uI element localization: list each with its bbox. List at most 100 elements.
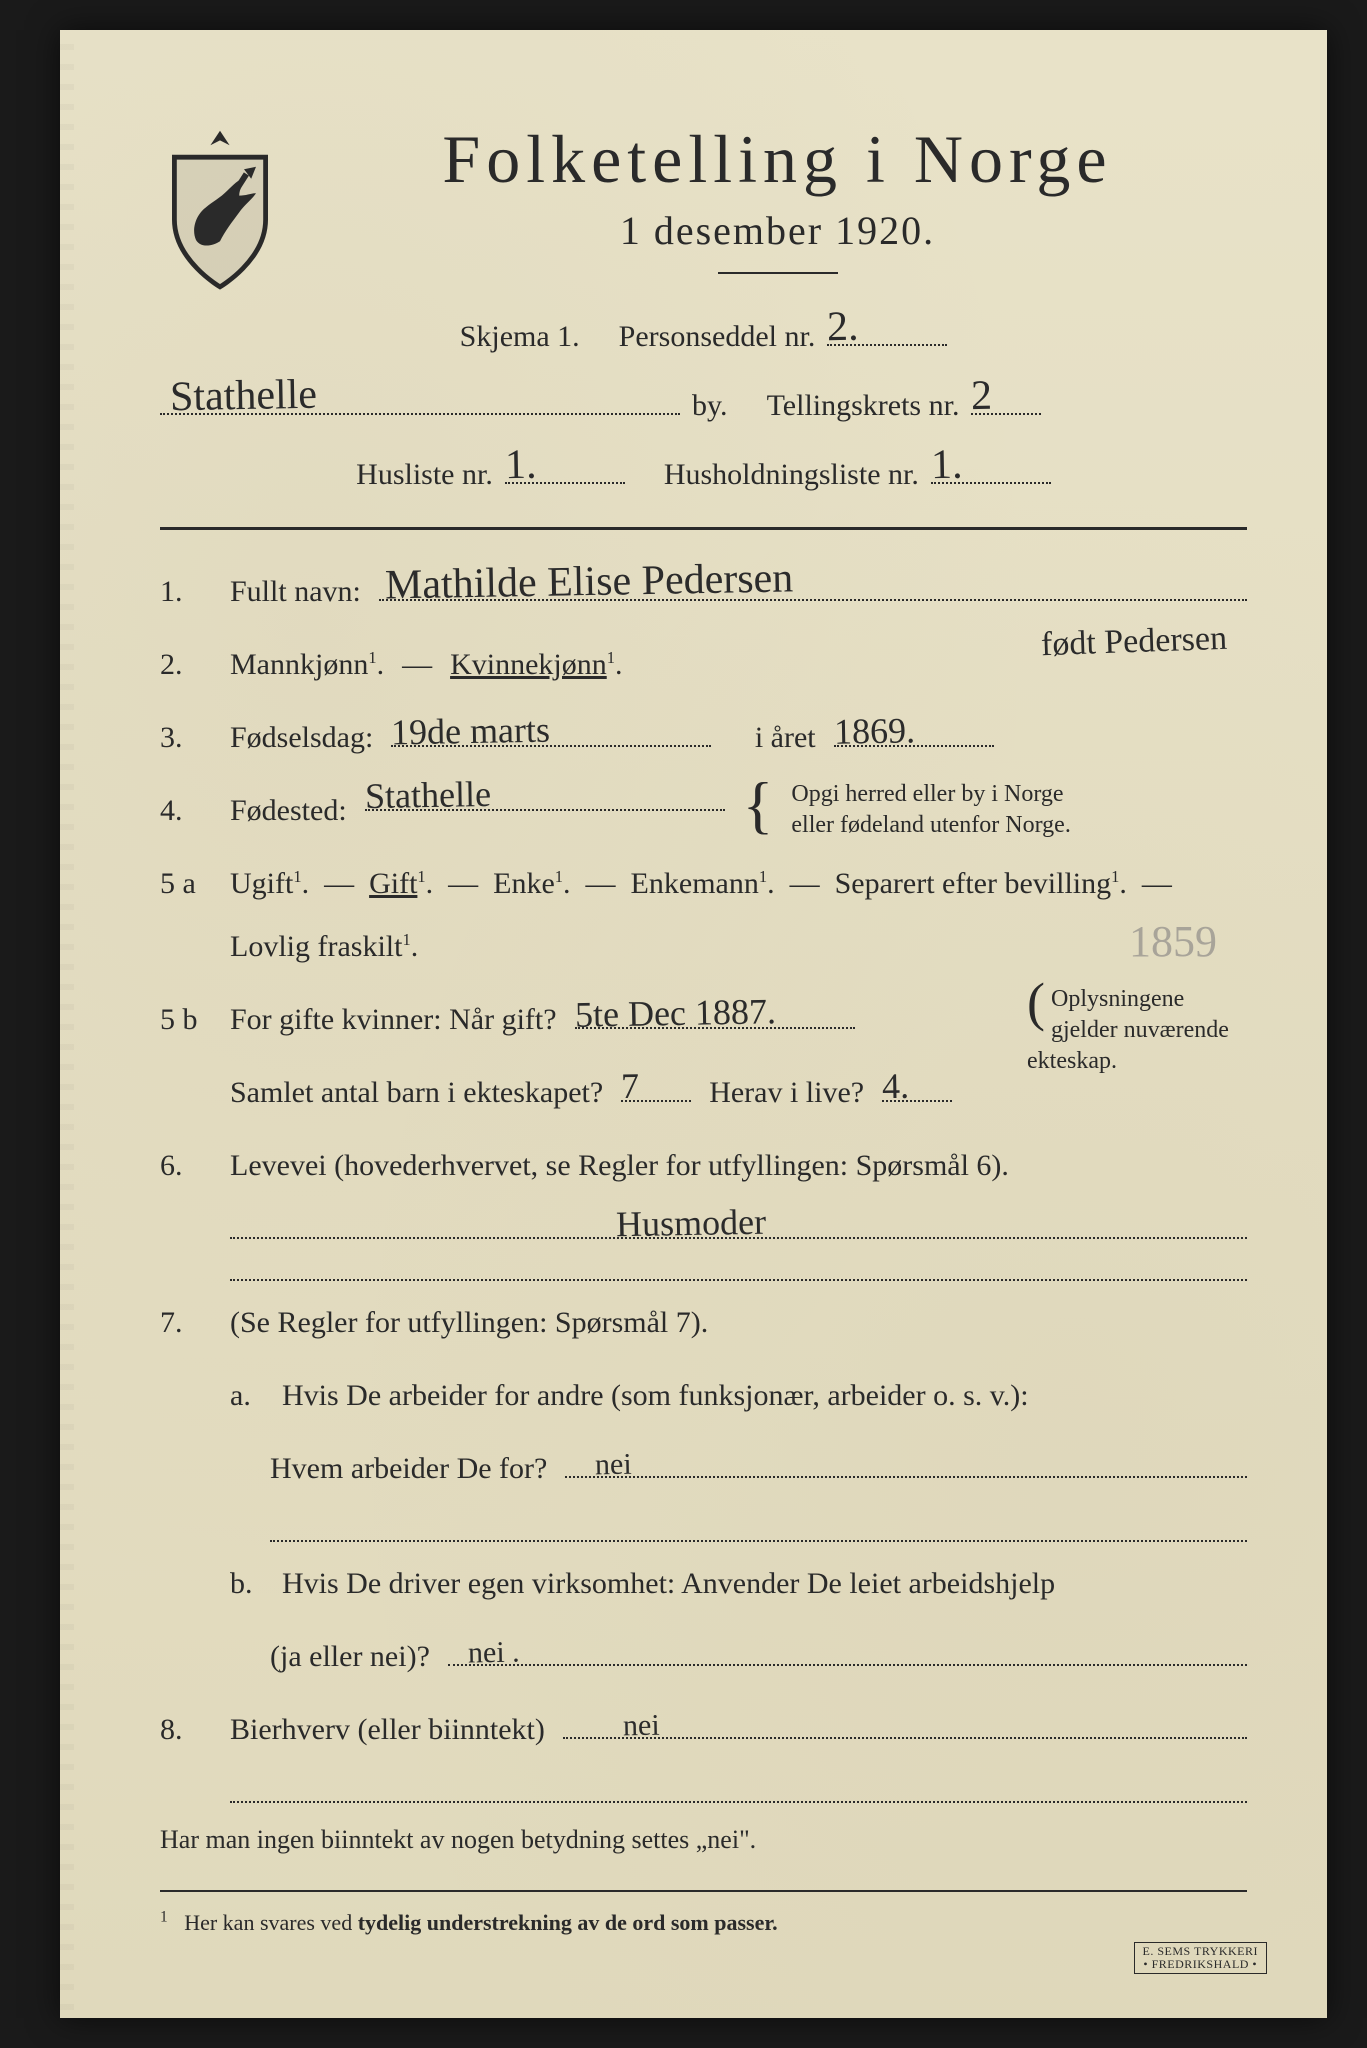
q2-option-kvinne: Kvinnekjønn1. [450, 633, 622, 696]
q7a-value: nei [595, 1450, 632, 1481]
q8-blank [160, 1771, 1247, 1803]
census-form: Folketelling i Norge 1 desember 1920. Sk… [60, 30, 1327, 2018]
q3-num: 3. [160, 706, 212, 769]
q7a-row-1: a. Hvis De arbeider for andre (som funks… [230, 1364, 1247, 1427]
q7a-label: a. [230, 1364, 264, 1427]
q1-row: 1. Fullt navn: Mathilde Elise Pedersen f… [160, 560, 1247, 623]
q5b-brace-icon: ( [1027, 984, 1045, 1022]
q5a-row: 5 a Ugift1. — Gift1. — Enke1. — Enkemann… [160, 852, 1247, 978]
husholdningsliste-fill: 1. [931, 452, 1051, 484]
husholdningsliste-label: Husholdningsliste nr. [664, 440, 919, 509]
q8-fill: nei [563, 1707, 1247, 1739]
q5b-total-fill: 7 [621, 1070, 691, 1102]
header: Folketelling i Norge 1 desember 1920. [160, 120, 1247, 302]
q6-fill: Husmoder [230, 1207, 1247, 1239]
q2-num: 2. [160, 633, 212, 696]
q3-row: 3. Fødselsdag: 19de marts i året 1869. [160, 706, 1247, 769]
q5a-opt-enke: Enke1. [493, 867, 570, 900]
personseddel-label: Personseddel nr. [619, 302, 816, 371]
meta-line-1: Skjema 1. Personseddel nr. 2. [160, 302, 1247, 371]
q4-value: Stathelle [364, 776, 491, 814]
footnote-rule [160, 1890, 1247, 1892]
personseddel-fill: 2. [827, 314, 947, 346]
q3-label: Fødselsdag: [230, 706, 373, 769]
q2-row: 2. Mannkjønn1. — Kvinnekjønn1. [160, 633, 1247, 696]
tellingskrets-label: Tellingskrets nr. [767, 371, 960, 440]
q7b-row-2: (ja eller nei)? nei . [270, 1625, 1247, 1688]
q6-value-row: Husmoder [160, 1207, 1247, 1239]
q7a-row-2: Hvem arbeider De for? nei [270, 1437, 1247, 1500]
q5b-married-value: 5te Dec 1887. [574, 993, 776, 1033]
q3-year-value: 1869. [833, 712, 915, 749]
q5a-opt-fraskilt: Lovlig fraskilt1. [230, 930, 418, 963]
title-rule [718, 272, 838, 274]
q7b-label: b. [230, 1552, 264, 1615]
q6-blank-row [160, 1249, 1247, 1281]
q8-row: 8. Bierhverv (eller biinntekt) nei [160, 1698, 1247, 1761]
form-title: Folketelling i Norge [308, 120, 1247, 199]
q4-note: Opgi herred eller by i Norge eller fødel… [791, 779, 1070, 841]
footnote-area: Har man ingen biinntekt av nogen betydni… [160, 1813, 1247, 1946]
foot-note: Har man ingen biinntekt av nogen betydni… [160, 1813, 1247, 1868]
by-label: by. [692, 371, 728, 440]
q5a-pencil-note: 1859 [1129, 896, 1217, 988]
q6-row: 6. Levevei (hovederhvervet, se Regler fo… [160, 1134, 1247, 1197]
q5a-options: Ugift1. — Gift1. — Enke1. — Enkemann1. —… [230, 852, 1247, 978]
q3-day-fill: 19de marts [391, 715, 711, 747]
meta-line-3: Husliste nr. 1. Husholdningsliste nr. 1. [160, 440, 1247, 509]
q3-i-aret: i året [755, 706, 816, 769]
q5b-label-a: For gifte kvinner: Når gift? [230, 988, 557, 1051]
q5b-children-total: 7 [621, 1068, 640, 1104]
form-subtitle: 1 desember 1920. [308, 207, 1247, 254]
q8-value: nei [623, 1711, 660, 1742]
q1-value: Mathilde Elise Pedersen [385, 557, 794, 606]
q6-fill-2 [230, 1249, 1247, 1281]
q7b-value: nei . [468, 1638, 520, 1669]
q5b-row-2: Samlet antal barn i ekteskapet? 7 Herav … [160, 1061, 1247, 1124]
q5b-row-1: 5 b For gifte kvinner: Når gift? 5te Dec… [160, 988, 1247, 1051]
q6-label: Levevei (hovederhvervet, se Regler for u… [230, 1134, 1009, 1197]
q7b-fill: nei . [448, 1634, 1247, 1666]
q6-num: 6. [160, 1134, 212, 1197]
q3-year-fill: 1869. [834, 715, 994, 747]
q5a-opt-gift: Gift1. [369, 867, 433, 900]
coat-of-arms-icon [160, 126, 280, 294]
personseddel-value: 2. [827, 306, 859, 349]
q2-option-mann: Mannkjønn1. [230, 633, 384, 696]
q8-label: Bierhverv (eller biinntekt) [230, 1698, 545, 1761]
q4-row: 4. Fødested: Stathelle { Opgi herred ell… [160, 779, 1247, 842]
husliste-value: 1. [504, 444, 536, 487]
page-wrap: Folketelling i Norge 1 desember 1920. Sk… [0, 0, 1367, 2048]
q5a-opt-ugift: Ugift1. [230, 867, 309, 900]
q7b-text-2: (ja eller nei)? [270, 1625, 430, 1688]
by-value: Stathelle [170, 374, 318, 419]
q4-fill: Stathelle [365, 779, 725, 811]
q7b-row-1: b. Hvis De driver egen virksomhet: Anven… [230, 1552, 1247, 1615]
q5b-children-alive: 4. [882, 1068, 910, 1104]
q7a-text-1: Hvis De arbeider for andre (som funksjon… [282, 1364, 1029, 1427]
footnote-1: 1 Her kan svares ved tydelig understrekn… [160, 1900, 1247, 1946]
q5b-alive-fill: 4. [882, 1070, 952, 1102]
meta-section: Skjema 1. Personseddel nr. 2. Stathelle … [160, 302, 1247, 509]
title-block: Folketelling i Norge 1 desember 1920. [308, 120, 1247, 302]
q1-num: 1. [160, 560, 212, 623]
q7-num: 7. [160, 1291, 212, 1354]
q5b-num: 5 b [160, 988, 212, 1051]
q4-label: Fødested: [230, 779, 347, 842]
footnote-1-text: Her kan svares ved tydelig understreknin… [184, 1910, 777, 1935]
q5b-label-c: Herav i live? [709, 1061, 864, 1124]
q4-num: 4. [160, 779, 212, 842]
q1-label: Fullt navn: [230, 560, 361, 623]
q4-brace-icon: { [743, 779, 774, 830]
q2-dash: — [402, 633, 432, 696]
q7a-fill-2 [270, 1510, 1247, 1542]
q5a-num: 5 a [160, 852, 212, 915]
printer-mark: E. SEMS TRYKKERI • FREDRIKSHALD • [1134, 1942, 1267, 1974]
q7-label: (Se Regler for utfyllingen: Spørsmål 7). [230, 1291, 708, 1354]
tellingskrets-value: 2 [971, 375, 993, 417]
q7a-blank [270, 1510, 1247, 1542]
q8-num: 8. [160, 1698, 212, 1761]
husholdningsliste-value: 1. [930, 444, 962, 487]
q6-value: Husmoder [616, 1204, 767, 1243]
q5a-opt-enkemann: Enkemann1. [631, 867, 775, 900]
